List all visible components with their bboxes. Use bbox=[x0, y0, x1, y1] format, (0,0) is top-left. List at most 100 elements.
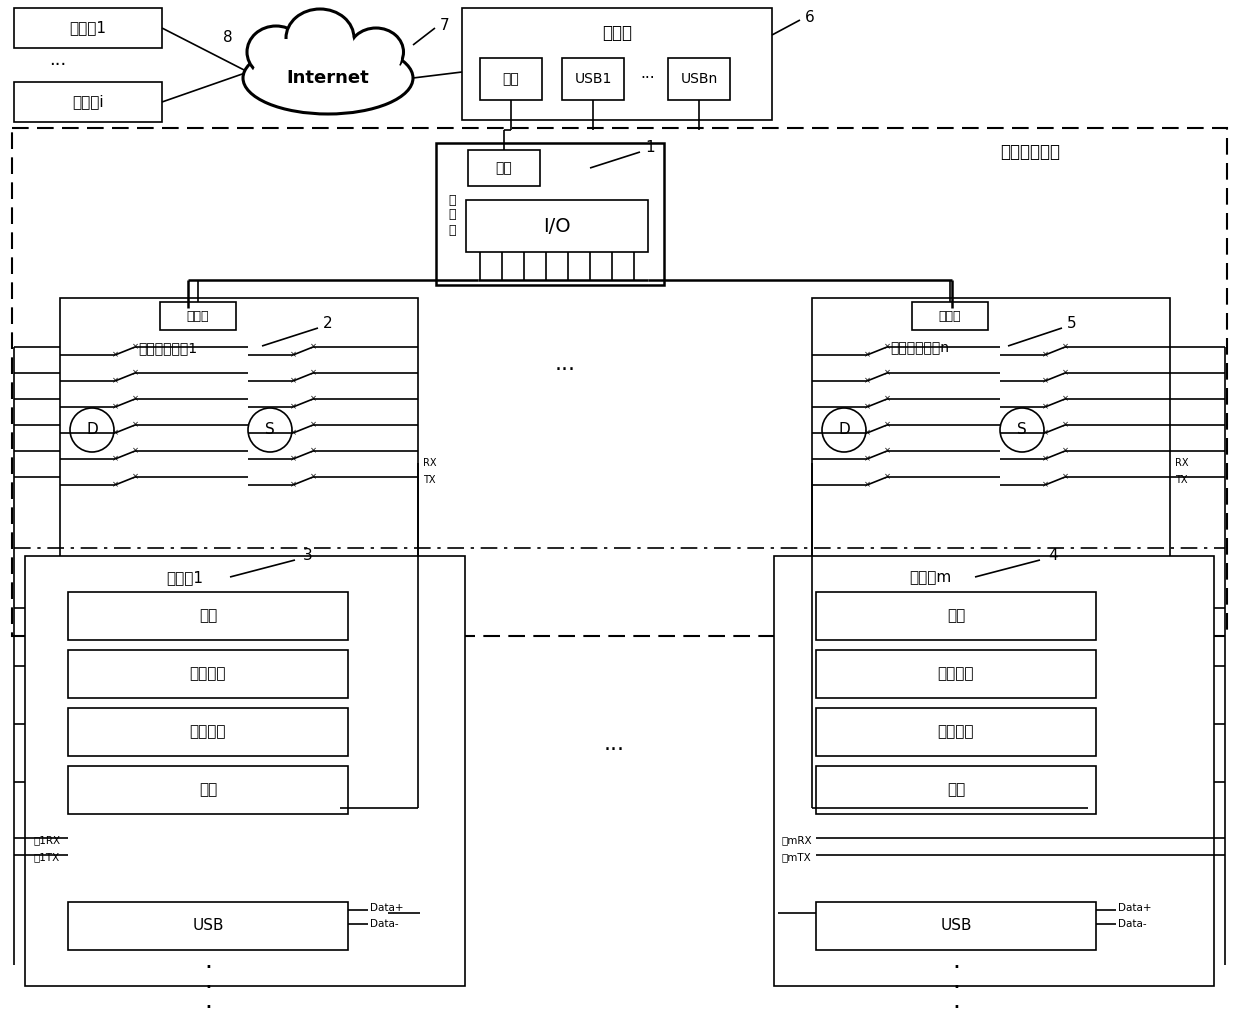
Text: 开发板1: 开发板1 bbox=[166, 570, 203, 586]
Bar bbox=[160, 301, 235, 330]
Text: 板mTX: 板mTX bbox=[782, 852, 812, 862]
Text: ×: × bbox=[131, 472, 139, 482]
Text: ×: × bbox=[290, 428, 296, 437]
Bar bbox=[466, 200, 648, 252]
Text: ×: × bbox=[883, 368, 891, 378]
Text: ×: × bbox=[310, 421, 316, 429]
Ellipse shape bbox=[348, 28, 404, 76]
Text: ×: × bbox=[290, 377, 296, 386]
Ellipse shape bbox=[247, 26, 305, 78]
Text: 6: 6 bbox=[805, 9, 815, 25]
Text: ×: × bbox=[310, 447, 316, 456]
Text: 复位按钮: 复位按钮 bbox=[938, 667, 974, 681]
Bar bbox=[68, 708, 348, 756]
Text: RX: RX bbox=[422, 458, 436, 468]
Text: 5: 5 bbox=[1067, 316, 1077, 330]
Bar bbox=[817, 708, 1097, 756]
Text: ·: · bbox=[204, 956, 212, 980]
Text: ×: × bbox=[290, 481, 296, 490]
Text: 串口: 串口 bbox=[947, 782, 965, 797]
Text: ×: × bbox=[112, 481, 119, 490]
Ellipse shape bbox=[252, 46, 404, 104]
Text: ×: × bbox=[112, 402, 119, 412]
Bar bbox=[59, 298, 418, 598]
Text: 单
片
机: 单 片 机 bbox=[449, 193, 456, 237]
Text: 串口: 串口 bbox=[496, 161, 513, 175]
Text: ×: × bbox=[131, 421, 139, 429]
Text: Internet: Internet bbox=[286, 69, 369, 87]
Text: ×: × bbox=[1062, 343, 1068, 352]
Text: ×: × bbox=[1062, 447, 1068, 456]
Ellipse shape bbox=[351, 39, 401, 77]
Text: ×: × bbox=[1042, 351, 1048, 359]
Text: USB: USB bbox=[940, 919, 971, 933]
Text: 板1TX: 板1TX bbox=[33, 852, 61, 862]
Ellipse shape bbox=[243, 42, 413, 114]
Text: 3: 3 bbox=[304, 548, 313, 564]
Text: 单片机控制板: 单片机控制板 bbox=[1000, 143, 1061, 161]
Bar bbox=[668, 58, 730, 100]
Text: Data+: Data+ bbox=[370, 903, 404, 913]
Text: ×: × bbox=[864, 481, 871, 490]
Bar bbox=[817, 766, 1097, 814]
Text: 4: 4 bbox=[1048, 548, 1058, 564]
Text: D: D bbox=[838, 423, 850, 437]
Text: ×: × bbox=[883, 421, 891, 429]
Text: ×: × bbox=[131, 343, 139, 352]
Text: ×: × bbox=[1062, 368, 1068, 378]
Text: ·: · bbox=[952, 956, 960, 980]
Bar bbox=[68, 650, 348, 698]
Bar bbox=[817, 650, 1097, 698]
Ellipse shape bbox=[286, 9, 354, 67]
Bar bbox=[774, 556, 1214, 986]
Bar bbox=[462, 8, 772, 120]
Ellipse shape bbox=[292, 20, 354, 70]
Bar bbox=[912, 301, 987, 330]
Bar bbox=[68, 766, 348, 814]
Ellipse shape bbox=[260, 39, 312, 77]
Text: ·: · bbox=[204, 975, 212, 1000]
Text: TX: TX bbox=[422, 475, 435, 485]
Bar bbox=[14, 82, 162, 122]
Text: ×: × bbox=[290, 455, 296, 463]
Bar bbox=[563, 58, 624, 100]
Bar bbox=[479, 58, 541, 100]
Text: ×: × bbox=[290, 402, 296, 412]
Text: 复位按钮: 复位按钮 bbox=[190, 667, 227, 681]
Text: 服务器: 服务器 bbox=[602, 24, 632, 42]
Text: 双向开关: 双向开关 bbox=[938, 724, 974, 740]
Text: ×: × bbox=[131, 447, 139, 456]
Text: ×: × bbox=[310, 394, 316, 403]
Text: ×: × bbox=[1042, 455, 1048, 463]
Text: ×: × bbox=[112, 377, 119, 386]
Bar bbox=[817, 592, 1097, 640]
Bar bbox=[14, 8, 162, 48]
Text: 客户端1: 客户端1 bbox=[69, 21, 107, 35]
Text: 模拟开关芯片n: 模拟开关芯片n bbox=[891, 341, 949, 355]
Text: 1: 1 bbox=[646, 141, 655, 155]
Text: ×: × bbox=[310, 472, 316, 482]
Text: I/O: I/O bbox=[543, 216, 571, 236]
Text: 串口: 串口 bbox=[503, 72, 519, 86]
Text: D: D bbox=[87, 423, 98, 437]
Text: 按键: 按键 bbox=[199, 608, 217, 624]
Text: ×: × bbox=[112, 455, 119, 463]
Text: 7: 7 bbox=[440, 17, 450, 33]
Text: ···: ··· bbox=[50, 56, 67, 74]
Text: ·: · bbox=[952, 996, 960, 1020]
Text: ×: × bbox=[883, 447, 891, 456]
Text: USBn: USBn bbox=[680, 72, 717, 86]
Text: 按键: 按键 bbox=[947, 608, 965, 624]
Text: 控制端: 控制端 bbox=[187, 310, 209, 322]
Text: 板mRX: 板mRX bbox=[782, 835, 813, 845]
Bar bbox=[12, 128, 1227, 636]
Text: Data+: Data+ bbox=[1118, 903, 1151, 913]
Text: USB1: USB1 bbox=[575, 72, 612, 86]
Text: ×: × bbox=[864, 455, 871, 463]
Text: 2: 2 bbox=[323, 316, 333, 330]
Bar bbox=[436, 143, 664, 285]
Text: ×: × bbox=[1042, 402, 1048, 412]
Text: S: S bbox=[265, 423, 275, 437]
Text: ···: ··· bbox=[641, 71, 655, 86]
Text: ×: × bbox=[864, 351, 871, 359]
